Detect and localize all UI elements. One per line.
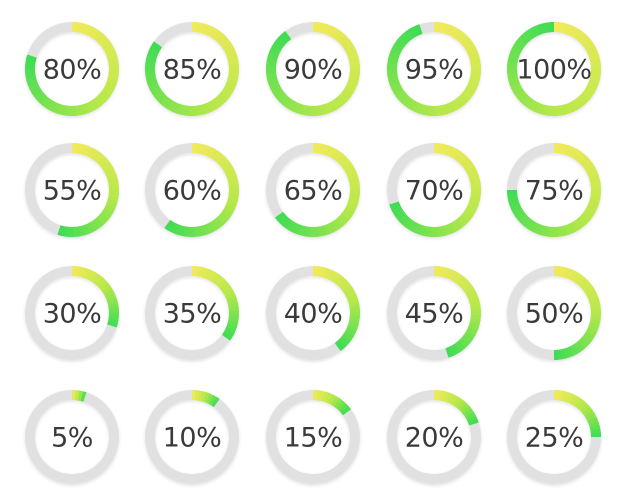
ring-percentage-label: 80% <box>43 55 102 86</box>
progress-ring-40: 40% <box>266 265 361 360</box>
ring-progress-arc <box>389 142 481 237</box>
ring-percentage-label: 90% <box>284 55 343 86</box>
progress-ring-80: 80% <box>24 21 120 116</box>
progress-ring-45: 45% <box>387 266 481 360</box>
ring-percentage-label: 20% <box>405 423 464 454</box>
ring-percentage-label: 25% <box>525 423 584 454</box>
ring-percentage-label: 30% <box>43 299 102 330</box>
ring-progress-arc <box>433 390 479 426</box>
ring-progress-arc <box>312 390 352 416</box>
ring-progress-arc <box>164 143 239 237</box>
progress-ring-50: 50% <box>507 266 602 360</box>
progress-ring-70: 70% <box>387 142 481 237</box>
ring-percentage-label: 95% <box>405 55 464 86</box>
ring-percentage-label: 45% <box>405 299 464 330</box>
ring-progress-arc <box>191 390 220 408</box>
progress-ring-75: 75% <box>507 143 602 238</box>
ring-percentage-label: 70% <box>405 176 464 207</box>
ring-percentage-label: 5% <box>51 423 93 454</box>
ring-progress-arc <box>274 142 360 238</box>
ring-percentage-label: 50% <box>525 299 584 330</box>
progress-ring-35: 35% <box>145 265 239 360</box>
ring-percentage-label: 55% <box>43 176 102 207</box>
ring-percentage-label: 75% <box>525 176 584 207</box>
progress-ring-55: 55% <box>25 142 119 238</box>
progress-ring-60: 60% <box>145 143 239 237</box>
ring-progress-arc <box>553 390 601 438</box>
progress-ring-30: 30% <box>25 266 119 360</box>
ring-progress-arc <box>387 21 482 116</box>
ring-progress-arc <box>24 21 120 116</box>
progress-ring-10: 10% <box>145 390 239 484</box>
progress-ring-95: 95% <box>387 21 482 116</box>
progress-ring-5: 5% <box>25 390 119 484</box>
progress-ring-100: 100% <box>506 22 602 117</box>
ring-progress-arc <box>71 266 119 328</box>
ring-progress-arc <box>433 266 481 358</box>
ring-progress-arc <box>145 22 239 116</box>
ring-progress-arc <box>57 142 119 238</box>
ring-progress-arc <box>553 266 602 360</box>
ring-percentage-label: 15% <box>284 423 343 454</box>
ring-percentage-label: 35% <box>163 299 222 330</box>
ring-percentage-label: 65% <box>284 176 343 207</box>
ring-progress-arc <box>191 265 239 341</box>
ring-percentage-label: 60% <box>163 176 222 207</box>
ring-percentage-label: 10% <box>163 423 222 454</box>
ring-progress-arc <box>312 265 361 352</box>
progress-ring-65: 65% <box>266 142 360 238</box>
ring-progress-arc <box>265 21 360 116</box>
progress-ring-15: 15% <box>266 390 360 484</box>
progress-ring-85: 85% <box>145 22 239 116</box>
progress-ring-90: 90% <box>265 21 360 116</box>
progress-ring-25: 25% <box>507 390 601 484</box>
ring-progress-arc <box>506 22 602 117</box>
ring-progress-arc <box>507 143 602 238</box>
ring-percentage-label: 85% <box>163 55 222 86</box>
ring-percentage-label: 100% <box>516 55 591 86</box>
ring-progress-arc <box>71 390 87 402</box>
ring-percentage-label: 40% <box>284 299 343 330</box>
progress-ring-20: 20% <box>387 390 481 484</box>
